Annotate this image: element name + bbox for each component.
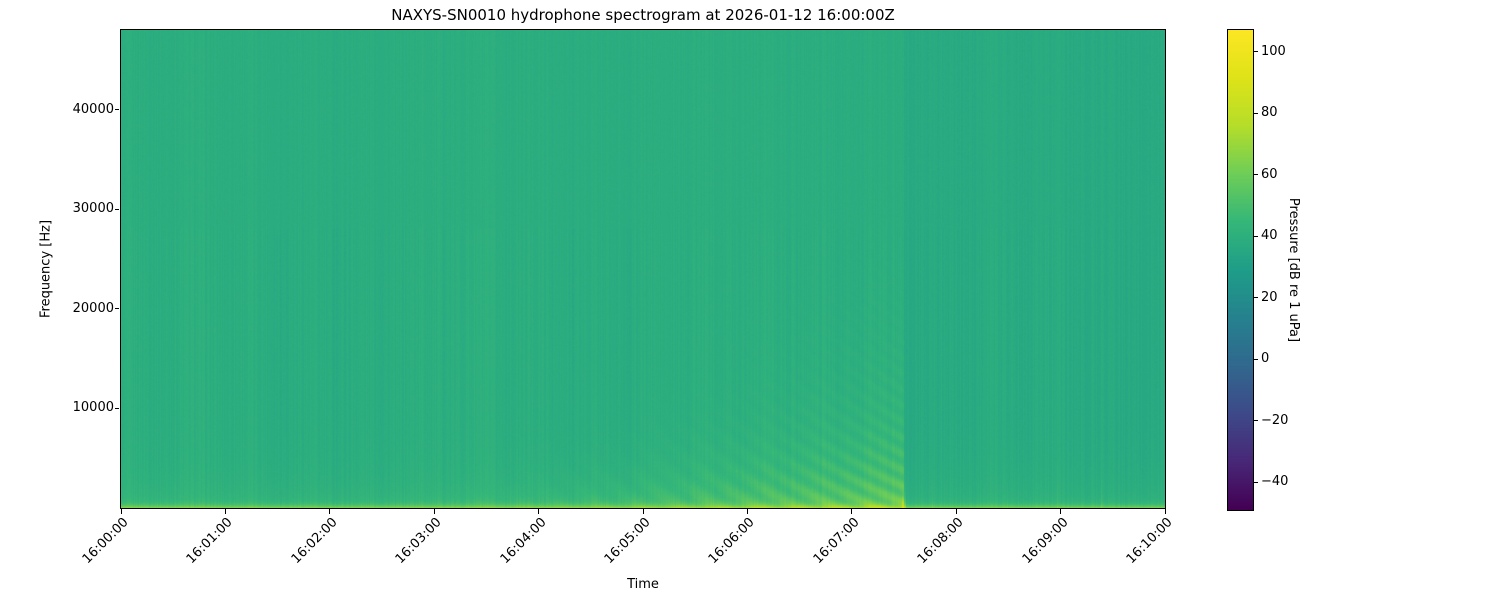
colorbar-tick-mark <box>1254 51 1258 53</box>
chart-title: NAXYS-SN0010 hydrophone spectrogram at 2… <box>391 6 895 24</box>
y-tick-label: 10000 <box>72 400 114 416</box>
colorbar-tick-label: 20 <box>1261 289 1278 305</box>
x-tick-mark <box>224 509 226 514</box>
x-tick-mark <box>851 509 853 514</box>
colorbar-label: Pressure [dB re 1 uPa] <box>1286 197 1301 343</box>
x-axis-label: Time <box>627 577 659 592</box>
y-tick-label: 40000 <box>72 101 114 117</box>
x-tick-label: 16:00:00 <box>79 515 132 567</box>
y-tick-mark <box>115 308 119 310</box>
colorbar-tick-label: −40 <box>1261 474 1289 490</box>
x-tick-mark <box>1164 509 1166 514</box>
x-tick-mark <box>329 509 331 514</box>
colorbar-tick-label: 60 <box>1261 166 1278 182</box>
colorbar-tick-label: 80 <box>1261 105 1278 121</box>
colorbar-tick-label: 40 <box>1261 228 1278 244</box>
x-tick-mark <box>642 509 644 514</box>
colorbar-tick-mark <box>1254 358 1258 360</box>
colorbar-tick-mark <box>1254 297 1258 299</box>
y-tick-label: 20000 <box>72 300 114 316</box>
colorbar-tick-label: 100 <box>1261 43 1286 59</box>
x-tick-mark <box>433 509 435 514</box>
x-tick-mark <box>955 509 957 514</box>
colorbar-tick-label: −20 <box>1261 412 1289 428</box>
colorbar-tick-mark <box>1254 235 1258 237</box>
y-tick-mark <box>115 407 119 409</box>
colorbar-tick-mark <box>1254 174 1258 176</box>
colorbar-tick-mark <box>1254 481 1258 483</box>
x-tick-mark <box>538 509 540 514</box>
colorbar-gradient <box>1228 30 1253 510</box>
y-tick-mark <box>115 109 119 111</box>
y-tick-mark <box>115 208 119 210</box>
x-tick-mark <box>120 509 122 514</box>
x-tick-mark <box>746 509 748 514</box>
colorbar-tick-mark <box>1254 420 1258 422</box>
colorbar-tick-label: 0 <box>1261 351 1270 367</box>
x-tick-mark <box>1060 509 1062 514</box>
y-tick-label: 30000 <box>72 201 114 217</box>
colorbar-tick-mark <box>1254 112 1258 114</box>
spectrogram-image <box>121 30 1165 508</box>
